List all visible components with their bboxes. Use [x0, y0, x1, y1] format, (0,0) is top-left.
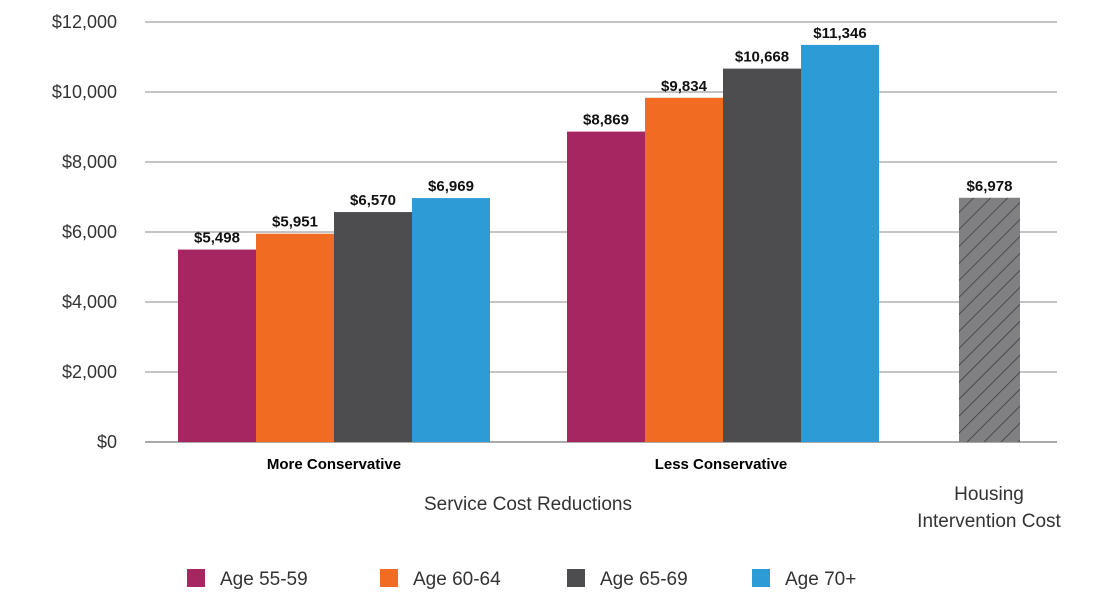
data-label: $11,346: [813, 25, 866, 42]
x-axis: More Conservative Less Conservative Serv…: [267, 456, 1062, 532]
legend-swatch: [752, 569, 770, 587]
group-label-more-conservative: More Conservative: [267, 456, 401, 473]
axis-title-housing-line1: Housing: [954, 484, 1024, 505]
bar: [334, 212, 412, 442]
data-label: $5,951: [272, 214, 318, 231]
legend-label: Age 70+: [785, 569, 856, 590]
data-labels: $5,498 $5,951 $6,570 $6,969 $8,869 $9,834 $10,…: [194, 25, 1012, 247]
y-tick-label: $4,000: [62, 292, 117, 312]
bar: [412, 198, 490, 442]
bar: [723, 68, 801, 443]
data-label: $6,570: [350, 192, 396, 209]
data-label: $9,834: [661, 78, 708, 95]
y-tick-label: $0: [97, 432, 117, 452]
data-label: $10,668: [735, 49, 789, 66]
data-label: $6,969: [428, 178, 474, 195]
bar: [801, 44, 879, 442]
y-tick-label: $6,000: [62, 222, 117, 242]
legend-label: Age 65-69: [600, 569, 688, 590]
bar: [178, 249, 256, 442]
data-label: $8,869: [583, 112, 629, 129]
bar: [256, 233, 334, 442]
data-label: $5,498: [194, 230, 240, 247]
bar: [645, 97, 723, 442]
legend-swatch: [380, 569, 398, 587]
axis-title-service: Service Cost Reductions: [424, 494, 632, 515]
y-tick-label: $8,000: [62, 152, 117, 172]
bars: [178, 44, 1020, 443]
y-axis: $0 $2,000 $4,000 $6,000 $8,000 $10,000 $12,000: [52, 12, 117, 452]
legend: Age 55-59 Age 60-64 Age 65-69 Age 70+: [187, 569, 856, 590]
axis-title-housing-line2: Intervention Cost: [917, 511, 1061, 532]
bar: [567, 131, 645, 442]
y-tick-label: $2,000: [62, 362, 117, 382]
y-tick-label: $10,000: [52, 82, 117, 102]
data-label: $6,978: [967, 178, 1013, 195]
y-tick-label: $12,000: [52, 12, 117, 32]
bar-housing: [959, 197, 1020, 442]
legend-label: Age 55-59: [220, 569, 308, 590]
legend-swatch: [187, 569, 205, 587]
legend-swatch: [567, 569, 585, 587]
legend-label: Age 60-64: [413, 569, 501, 590]
group-label-less-conservative: Less Conservative: [655, 456, 788, 473]
